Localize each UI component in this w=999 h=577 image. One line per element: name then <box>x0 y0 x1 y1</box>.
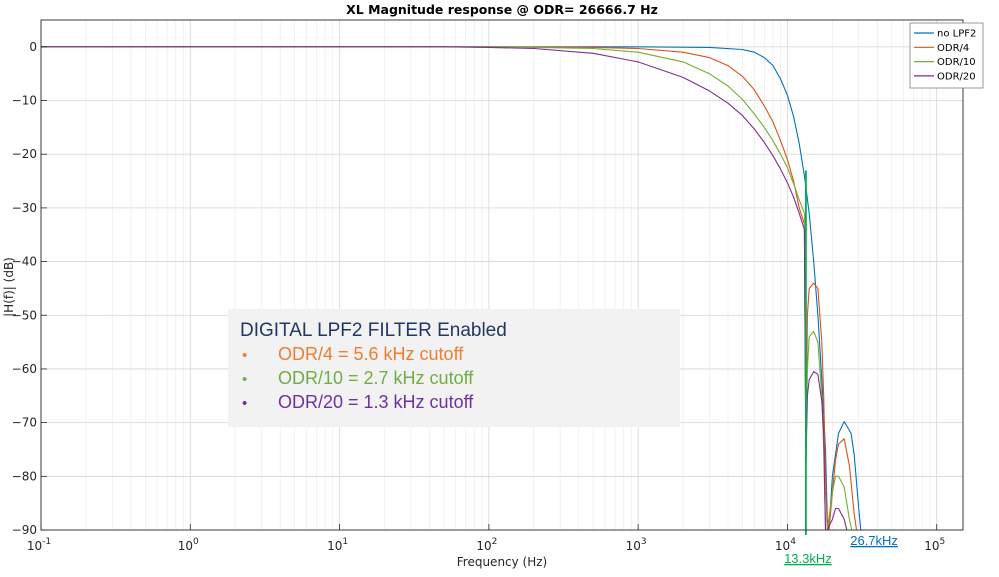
y-axis-label: |H(f)| (dB) <box>2 257 16 317</box>
y-tick-label: −50 <box>12 308 37 322</box>
legend-box <box>909 22 984 89</box>
series-line-odr-4 <box>41 46 858 530</box>
y-tick-label: 0 <box>29 40 37 54</box>
series-layer <box>41 46 867 530</box>
info-item-odr20: • ODR/20 = 1.3 kHz cutoff <box>240 391 680 415</box>
y-tick-label: −30 <box>12 201 37 215</box>
info-item-odr10: • ODR/10 = 2.7 kHz cutoff <box>240 367 680 391</box>
x-tick-label: 103 <box>626 537 647 553</box>
axes-frame <box>40 19 964 531</box>
legend: no LPF2 ODR/4 ODR/10 ODR/20 <box>909 22 984 89</box>
y-tick-label: −80 <box>12 469 37 483</box>
filter-info-box: DIGITAL LPF2 FILTER Enabled • ODR/4 = 5.6… <box>228 309 680 427</box>
marker-layer: 13.3kHz 26.7kHz <box>784 170 898 566</box>
y-tick-label: −40 <box>12 255 37 269</box>
x-tick-label: 102 <box>476 537 497 553</box>
marker-label: 13.3kHz <box>784 551 832 566</box>
marker-label: 26.7kHz <box>850 533 898 548</box>
y-tick-label: −90 <box>12 523 37 537</box>
minor-grid <box>85 20 931 530</box>
x-axis-label: Frequency (Hz) <box>457 555 548 569</box>
plot-frame <box>40 19 964 531</box>
legend-entry: no LPF2 <box>937 29 976 40</box>
info-item-text: ODR/20 = 1.3 kHz cutoff <box>278 392 474 412</box>
y-tick-label: −10 <box>12 94 37 108</box>
info-box-title: DIGITAL LPF2 FILTER Enabled <box>240 320 507 341</box>
x-tick-label: 101 <box>327 537 348 553</box>
legend-entry: ODR/10 <box>937 57 976 68</box>
bullet-icon: • <box>242 395 248 412</box>
x-tick-label: 104 <box>775 537 796 553</box>
series-line-no-lpf2 <box>41 46 867 530</box>
y-tick-label: −70 <box>12 416 37 430</box>
info-item-text: ODR/10 = 2.7 kHz cutoff <box>278 368 474 388</box>
series-line-odr-10 <box>41 46 853 530</box>
y-tick-label: −60 <box>12 362 37 376</box>
legend-entry: ODR/4 <box>937 43 969 54</box>
y-tick-label: −20 <box>12 147 37 161</box>
x-tick-label: 100 <box>178 537 199 553</box>
bullet-icon: • <box>242 347 248 364</box>
series-line-odr-20 <box>41 46 850 530</box>
info-item-odr4: • ODR/4 = 5.6 kHz cutoff <box>240 343 680 367</box>
y-tick-labels: 0 −10 −20 −30 −40 −50 −60 −70 −80 −90 <box>12 40 37 537</box>
x-tick-label: 10-1 <box>27 537 51 553</box>
x-tick-labels: 10-1 100 101 102 103 104 105 <box>27 537 945 553</box>
x-tick-label: 105 <box>924 537 945 553</box>
chart-title: XL Magnitude response @ ODR= 26666.7 Hz <box>346 2 658 17</box>
legend-entry: ODR/20 <box>937 71 976 82</box>
bullet-icon: • <box>242 371 248 388</box>
info-item-text: ODR/4 = 5.6 kHz cutoff <box>278 344 464 364</box>
